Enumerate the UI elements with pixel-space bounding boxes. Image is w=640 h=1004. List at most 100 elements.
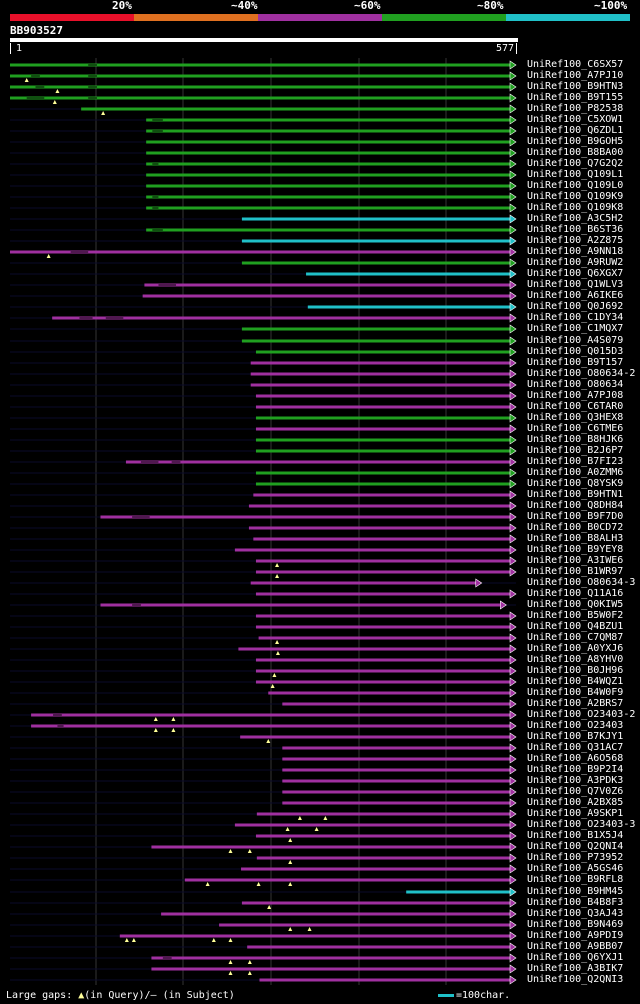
hit-label[interactable]: UniRef100_O23403-3 (527, 819, 636, 830)
hit-label[interactable]: UniRef100_B9P2I4 (527, 764, 624, 775)
hit-row[interactable] (10, 192, 517, 202)
hit-row[interactable] (10, 501, 517, 511)
hit-row[interactable] (10, 523, 517, 533)
hit-row[interactable] (10, 336, 517, 346)
hit-row[interactable] (10, 214, 517, 224)
hit-label[interactable]: UniRef100_Q11A16 (527, 588, 624, 599)
hit-label[interactable]: UniRef100_B0JH96 (527, 665, 624, 676)
hit-label[interactable]: UniRef100_A3BIK7 (527, 963, 624, 974)
hit-row[interactable] (10, 225, 517, 235)
hit-label[interactable]: UniRef100_B8BA00 (527, 147, 624, 158)
hit-row[interactable] (10, 402, 517, 412)
hit-row[interactable] (10, 413, 517, 423)
hit-label[interactable]: UniRef100_O80634-3 (527, 577, 636, 588)
hit-label[interactable]: UniRef100_Q4BZU1 (527, 621, 624, 632)
hit-row[interactable] (10, 82, 517, 93)
hit-row[interactable] (10, 831, 517, 842)
hit-label[interactable]: UniRef100_Q6ZDL1 (527, 125, 624, 136)
hit-label[interactable]: UniRef100_Q31AC7 (527, 742, 624, 753)
hit-row[interactable] (10, 391, 517, 401)
hit-label[interactable]: UniRef100_C1MQX7 (527, 323, 624, 334)
hit-row[interactable] (10, 126, 517, 136)
hit-row[interactable] (10, 236, 517, 246)
hit-label[interactable]: UniRef100_C6TAR0 (527, 401, 624, 412)
hit-label[interactable]: UniRef100_Q109K8 (527, 202, 624, 213)
hit-row[interactable] (10, 633, 517, 644)
hit-label[interactable]: UniRef100_P82538 (527, 103, 624, 114)
hit-label[interactable]: UniRef100_C7QM87 (527, 632, 624, 643)
hit-row[interactable] (10, 60, 517, 70)
hit-row[interactable] (10, 479, 517, 489)
hit-row[interactable] (10, 864, 517, 874)
hit-label[interactable]: UniRef100_A3PDK3 (527, 775, 624, 786)
hit-label[interactable]: UniRef100_Q7V0Z6 (527, 786, 624, 797)
hit-label[interactable]: UniRef100_Q015D3 (527, 346, 624, 357)
hit-label[interactable]: UniRef100_B4W0F9 (527, 687, 624, 698)
hit-label[interactable]: UniRef100_B4B8F3 (527, 897, 624, 908)
hit-row[interactable] (10, 258, 517, 268)
hit-row[interactable] (10, 203, 517, 213)
hit-row[interactable] (10, 853, 517, 864)
hit-row[interactable] (10, 809, 517, 820)
hit-row[interactable] (10, 93, 517, 104)
hit-row[interactable] (10, 699, 517, 709)
hit-label[interactable]: UniRef100_B9N469 (527, 919, 624, 930)
hit-label[interactable]: UniRef100_A5GS46 (527, 863, 624, 874)
hit-row[interactable] (10, 358, 517, 368)
hit-label[interactable]: UniRef100_B4WQZ1 (527, 676, 624, 687)
hit-label[interactable]: UniRef100_B1WR97 (527, 566, 624, 577)
hit-row[interactable] (10, 743, 517, 753)
hit-row[interactable] (10, 137, 517, 147)
hit-row[interactable] (10, 181, 517, 191)
hit-label[interactable]: UniRef100_C5XOW1 (527, 114, 624, 125)
hit-row[interactable] (10, 964, 517, 975)
hit-label[interactable]: UniRef100_C6SX57 (527, 59, 624, 70)
hit-label[interactable]: UniRef100_A0ZMM6 (527, 467, 624, 478)
hit-label[interactable]: UniRef100_B7FI23 (527, 456, 624, 467)
hit-row[interactable] (10, 754, 517, 764)
hit-label[interactable]: UniRef100_Q1WLV3 (527, 279, 624, 290)
hit-row[interactable] (10, 622, 517, 632)
hit-row[interactable] (10, 931, 517, 942)
hit-row[interactable] (10, 446, 517, 456)
hit-row[interactable] (10, 556, 517, 567)
hit-label[interactable]: UniRef100_A2BRS7 (527, 698, 624, 709)
hit-label[interactable]: UniRef100_Q109L1 (527, 169, 624, 180)
hit-row[interactable] (10, 534, 517, 544)
hit-label[interactable]: UniRef100_A3IWE6 (527, 555, 624, 566)
hit-row[interactable] (10, 920, 517, 931)
hit-row[interactable] (10, 875, 517, 886)
hit-row[interactable] (10, 655, 517, 665)
hit-row[interactable] (10, 820, 517, 831)
hit-label[interactable]: UniRef100_Q109K9 (527, 191, 624, 202)
hit-row[interactable] (10, 578, 516, 588)
hit-label[interactable]: UniRef100_Q6XGX7 (527, 268, 624, 279)
hit-label[interactable]: UniRef100_Q7G2Q2 (527, 158, 624, 169)
hit-label[interactable]: UniRef100_B5W0F2 (527, 610, 624, 621)
hit-label[interactable]: UniRef100_A9BB07 (527, 941, 624, 952)
hit-label[interactable]: UniRef100_Q3AJ43 (527, 908, 624, 919)
hit-label[interactable]: UniRef100_A6IKE6 (527, 290, 624, 301)
hit-row[interactable] (10, 512, 517, 522)
hit-label[interactable]: UniRef100_B7KJY1 (527, 731, 624, 742)
hit-label[interactable]: UniRef100_B0CD72 (527, 522, 624, 533)
hit-label[interactable]: UniRef100_Q3HEX8 (527, 412, 624, 423)
hit-label[interactable]: UniRef100_A9SKP1 (527, 808, 624, 819)
hit-label[interactable]: UniRef100_B8ALH3 (527, 533, 624, 544)
hit-row[interactable] (10, 611, 517, 621)
hit-label[interactable]: UniRef100_Q109L0 (527, 180, 624, 191)
hit-row[interactable] (10, 732, 517, 743)
hit-row[interactable] (10, 313, 517, 323)
hit-row[interactable] (10, 776, 517, 786)
hit-label[interactable]: UniRef100_A7PJ10 (527, 70, 624, 81)
hit-label[interactable]: UniRef100_Q2QNI4 (527, 841, 624, 852)
hit-row[interactable] (10, 115, 517, 125)
hit-label[interactable]: UniRef100_B9RFL8 (527, 874, 624, 885)
hit-row[interactable] (10, 842, 517, 853)
hit-label[interactable]: UniRef100_B9HTN3 (527, 81, 624, 92)
hit-label[interactable]: UniRef100_B9F7D0 (527, 511, 624, 522)
hit-label[interactable]: UniRef100_A3C5H2 (527, 213, 624, 224)
hit-row[interactable] (10, 765, 517, 775)
hit-row[interactable] (10, 435, 517, 445)
hit-row[interactable] (10, 490, 517, 500)
